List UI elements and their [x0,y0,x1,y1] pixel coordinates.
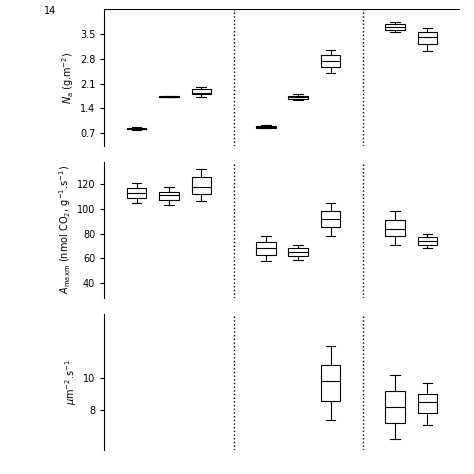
FancyBboxPatch shape [321,55,340,67]
FancyBboxPatch shape [127,188,146,198]
FancyBboxPatch shape [418,394,437,413]
FancyBboxPatch shape [385,220,405,236]
FancyBboxPatch shape [256,126,275,128]
FancyBboxPatch shape [256,242,275,255]
FancyBboxPatch shape [321,211,340,228]
FancyBboxPatch shape [289,248,308,256]
FancyBboxPatch shape [385,391,405,423]
Y-axis label: $\mu$m$^{-2}$.s$^{-1}$: $\mu$m$^{-2}$.s$^{-1}$ [63,359,79,405]
Y-axis label: $N_{\mathrm{a}}$ (g.m$^{-2}$): $N_{\mathrm{a}}$ (g.m$^{-2}$) [60,51,76,104]
FancyBboxPatch shape [418,237,437,245]
FancyBboxPatch shape [191,177,211,194]
FancyBboxPatch shape [159,96,179,97]
FancyBboxPatch shape [159,191,179,200]
FancyBboxPatch shape [418,32,437,44]
FancyBboxPatch shape [385,24,405,30]
Text: 14: 14 [44,6,56,16]
FancyBboxPatch shape [191,89,211,94]
FancyBboxPatch shape [321,365,340,401]
FancyBboxPatch shape [127,128,146,129]
FancyBboxPatch shape [289,96,308,99]
Y-axis label: $A_{\mathrm{maxm}}$ (nmol CO$_{2}$, g$^{-1}$.s$^{-1}$): $A_{\mathrm{maxm}}$ (nmol CO$_{2}$, g$^{… [57,165,73,294]
